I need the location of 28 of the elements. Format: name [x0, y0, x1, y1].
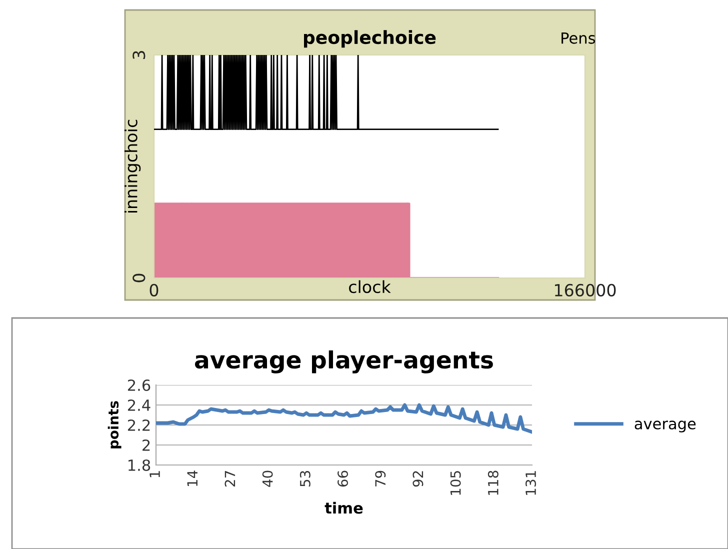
y-axis-title: inningchoic: [124, 120, 141, 213]
x-tick-label: 118: [488, 470, 498, 495]
x-tick-label: 40: [262, 470, 273, 487]
y-tick-label: 2: [142, 439, 150, 451]
x-tick-label: 79: [375, 470, 386, 486]
x-tick-label: 1: [150, 471, 160, 478]
x-tick-label: 66: [338, 470, 348, 487]
text: Pens: [562, 32, 596, 44]
x-tick-label: 27: [224, 471, 236, 487]
x-axis-title: time: [324, 502, 363, 514]
x-tick-label: 166000: [555, 284, 616, 296]
x-tick-label: 53: [300, 470, 310, 486]
x-tick-label: 131: [526, 471, 536, 495]
y-tick-label: 0: [132, 274, 146, 282]
legend-label: average: [634, 420, 696, 432]
line-series: [156, 403, 532, 434]
y-tick-label: 2.4: [128, 399, 150, 411]
y-tick-label: 2.6: [128, 379, 150, 392]
y-tick-label: 2.2: [128, 419, 150, 431]
x-tick-label: 105: [450, 471, 461, 495]
chart-title: peoplechoice: [304, 30, 436, 48]
x-tick-label: 92: [412, 471, 424, 487]
x-axis-title: clock: [349, 280, 391, 294]
y-axis-title: points: [108, 401, 122, 448]
chart-title: average player-agents: [194, 350, 493, 374]
y-tick-label: 3: [132, 51, 146, 60]
y-tick-label: 1.8: [128, 459, 150, 472]
x-tick-label: 14: [187, 470, 198, 486]
